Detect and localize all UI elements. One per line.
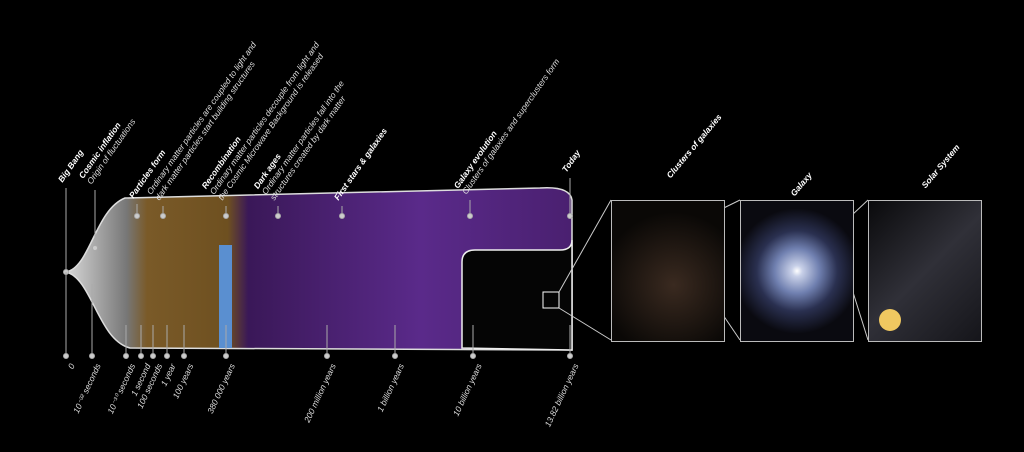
tick-dot (63, 353, 69, 359)
tick-dot (89, 353, 95, 359)
tick-dot (339, 213, 345, 219)
modern-universe-region (461, 239, 573, 351)
zoom-box (542, 291, 560, 309)
tick-dot (567, 213, 573, 219)
panel-clusters-of-galaxies (611, 200, 725, 342)
universe-shape (65, 187, 573, 351)
tick-dot (567, 353, 573, 359)
sun-icon (879, 309, 901, 331)
tick-dot (160, 213, 166, 219)
panel-solar-system (868, 200, 982, 342)
tick-dot (181, 353, 187, 359)
tick-dot (275, 213, 281, 219)
tick-dot (470, 353, 476, 359)
panel-galaxy (740, 200, 854, 342)
tick-dot (164, 353, 170, 359)
tick-dot (223, 353, 229, 359)
cmb-strip (219, 245, 232, 348)
tick-dot (123, 353, 129, 359)
tick-dot (392, 353, 398, 359)
tick-dot (223, 213, 229, 219)
tick-dot (138, 353, 144, 359)
tick-dot (324, 353, 330, 359)
tick-dot (467, 213, 473, 219)
tick-dot (92, 245, 98, 251)
tick-dot (150, 353, 156, 359)
tick-dot (134, 213, 140, 219)
